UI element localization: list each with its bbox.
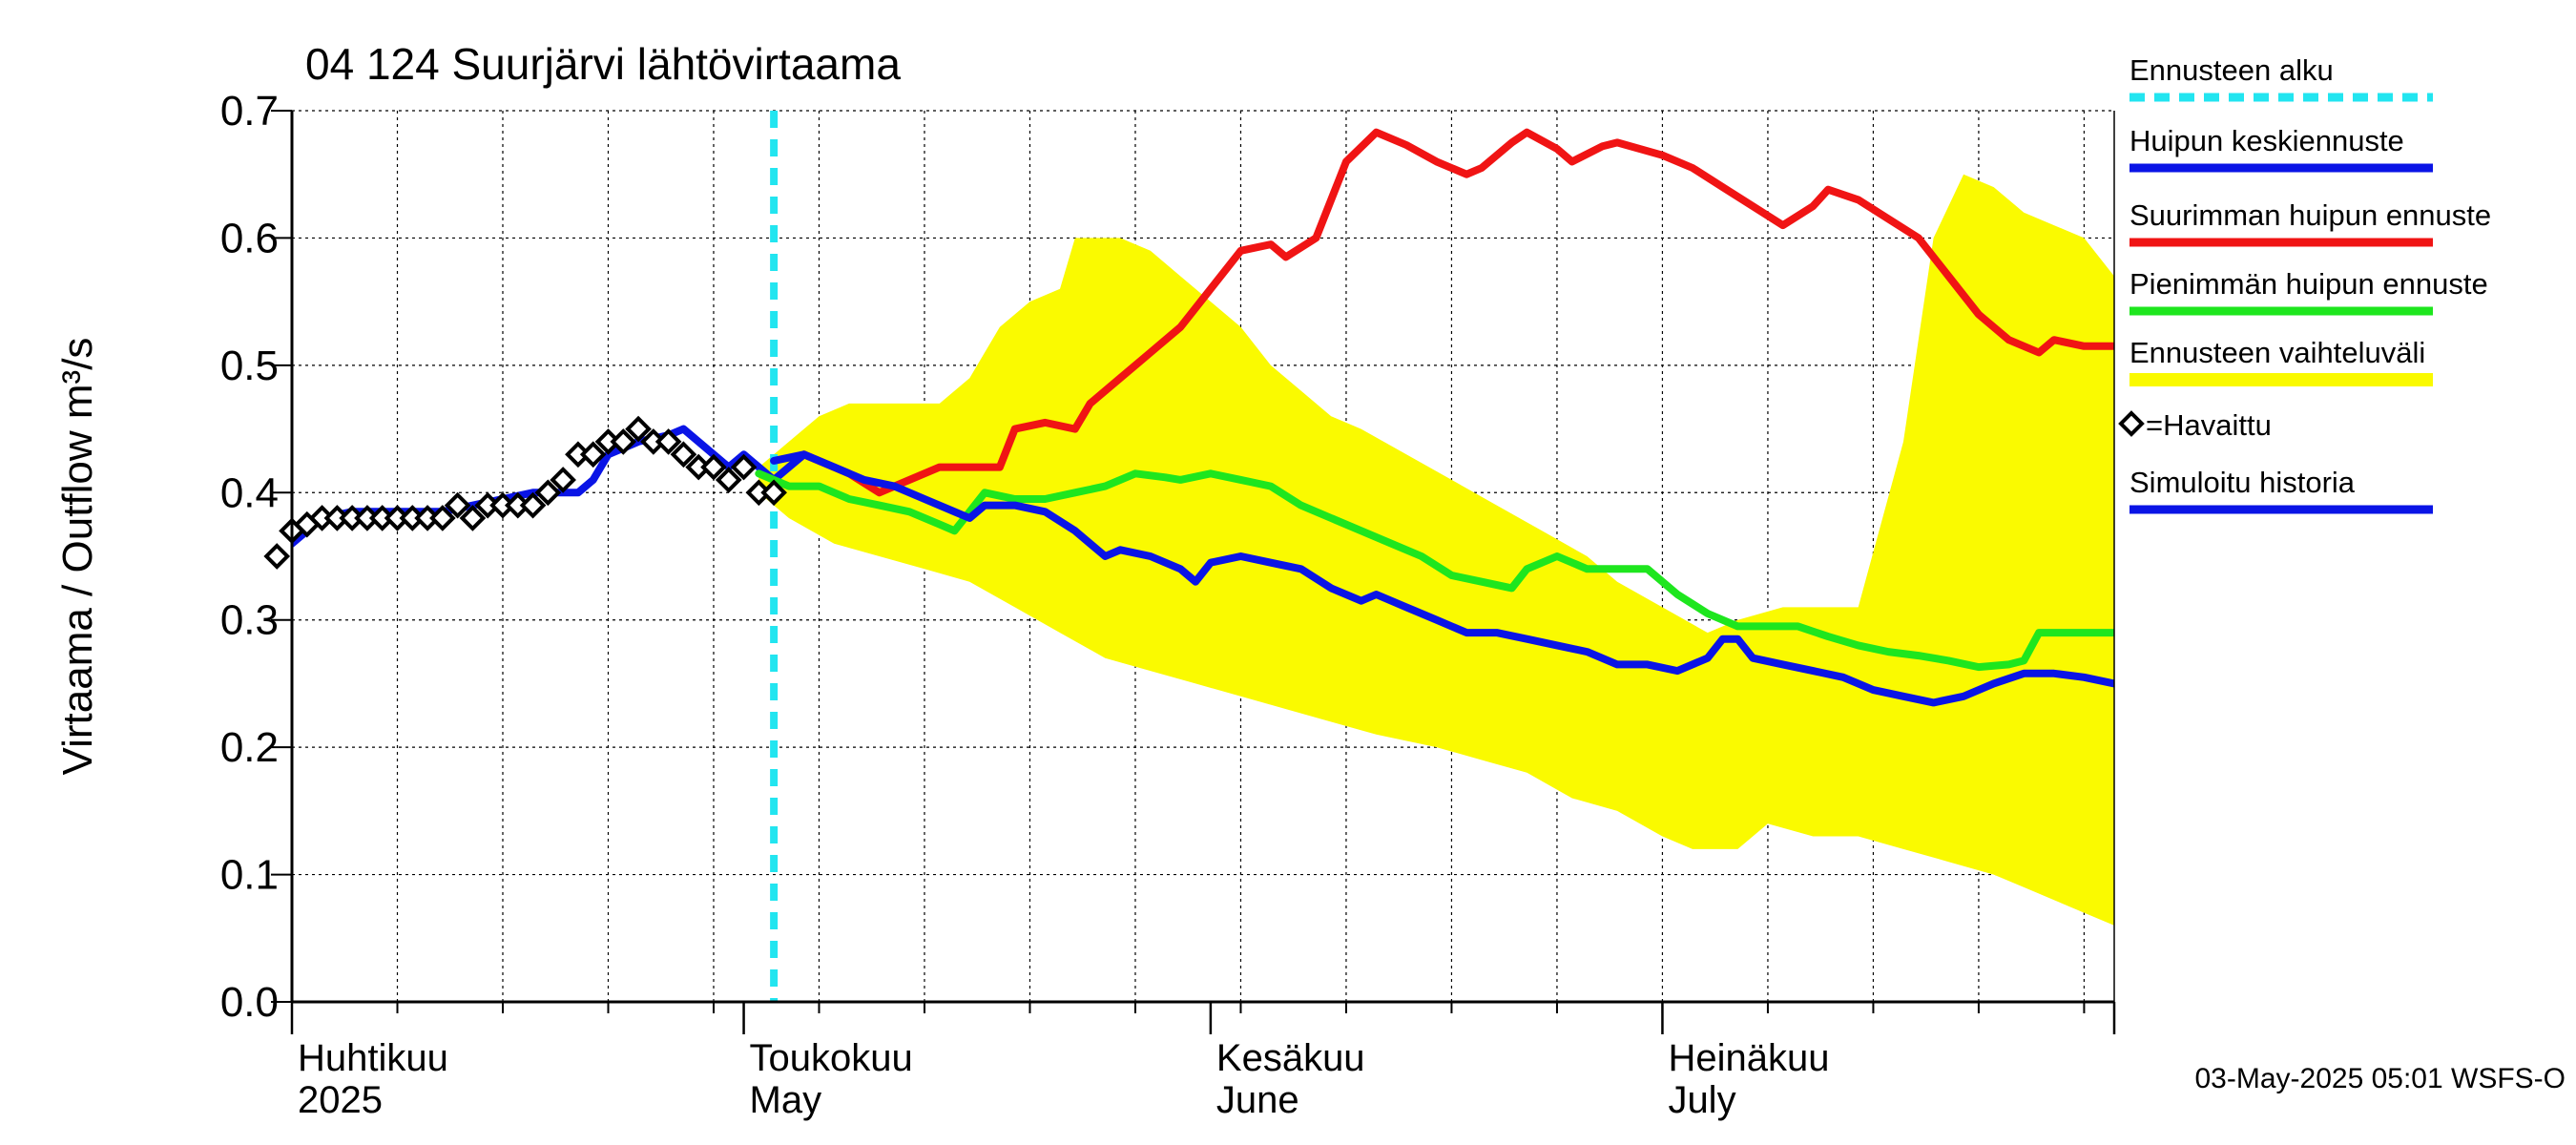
- observed-point: [263, 543, 291, 570]
- observed-point: [519, 491, 547, 519]
- observed-point: [654, 428, 682, 455]
- legend-mean-peak: Huipun keskiennuste: [2129, 124, 2433, 173]
- legend-label: Simuloitu historia: [2129, 466, 2356, 499]
- y-axis-label: Virtaama / Outflow m³/s: [54, 338, 101, 776]
- observed-point: [579, 441, 607, 468]
- timestamp-footer: 03-May-2025 05:01 WSFS-O: [2195, 1063, 2566, 1094]
- legend-forecast-start: Ennusteen alku: [2129, 53, 2433, 102]
- y-tick-label: 0.0: [220, 979, 279, 1026]
- observed-point: [670, 441, 697, 468]
- marker-layer: [263, 415, 787, 570]
- legend-label: Pienimmän huipun ennuste: [2129, 267, 2488, 301]
- max-peak-forecast-line: [800, 128, 2114, 497]
- y-tick-label: 0.1: [220, 852, 279, 899]
- legend-label: Huipun keskiennuste: [2129, 124, 2404, 157]
- legend-label: =Havaittu: [2146, 408, 2272, 442]
- chart-title: 04 124 Suurjärvi lähtövirtaama: [305, 39, 901, 89]
- x-month-sublabel: 2025: [298, 1079, 383, 1121]
- y-tick-label: 0.2: [220, 724, 279, 771]
- x-month-label: Huhtikuu: [298, 1037, 448, 1079]
- legend-label: Ennusteen vaihteluväli: [2129, 336, 2425, 369]
- x-month-label: Toukokuu: [750, 1037, 913, 1079]
- observed-point: [534, 479, 562, 507]
- legend-max-peak: Suurimman huipun ennuste: [2129, 198, 2491, 247]
- legend-min-peak: Pienimmän huipun ennuste: [2129, 267, 2488, 316]
- x-month-sublabel: May: [750, 1079, 822, 1121]
- observed-point: [550, 467, 576, 493]
- legend-simulated-history: Simuloitu historia: [2129, 466, 2433, 514]
- observed-point: [459, 505, 487, 531]
- y-tick-label: 0.3: [220, 597, 279, 644]
- y-tick-label: 0.6: [220, 215, 279, 261]
- observed-point: [730, 453, 758, 481]
- y-tick-label: 0.4: [220, 469, 279, 516]
- legend-range: Ennusteen vaihteluväli: [2129, 336, 2433, 386]
- band-layer: [758, 174, 2114, 926]
- series-layer: [292, 128, 2114, 707]
- x-month-sublabel: July: [1668, 1079, 1735, 1121]
- x-month-label: Heinäkuu: [1668, 1037, 1829, 1079]
- observed-point: [700, 453, 727, 481]
- legend-label: Suurimman huipun ennuste: [2129, 198, 2491, 232]
- legend-label: Ennusteen alku: [2129, 53, 2334, 87]
- observed-point: [625, 415, 652, 443]
- min-peak-forecast-line: [755, 469, 2114, 672]
- forecast-range-band: [758, 174, 2114, 926]
- x-month-label: Kesäkuu: [1216, 1037, 1365, 1079]
- observed-point: [610, 428, 637, 455]
- observed-point: [429, 505, 456, 531]
- x-month-sublabel: June: [1216, 1079, 1299, 1121]
- observed-point: [444, 491, 471, 519]
- legend: Ennusteen alku Huipun keskiennuste Suurimm…: [2118, 53, 2491, 514]
- legend-observed-marker: [2118, 410, 2145, 437]
- observed-point: [715, 467, 742, 493]
- legend-observed: =Havaittu: [2118, 408, 2272, 442]
- y-tick-label: 0.5: [220, 343, 279, 389]
- mean-peak-forecast-line: [770, 450, 2114, 707]
- observed-point: [760, 479, 787, 507]
- y-tick-label: 0.7: [220, 88, 279, 135]
